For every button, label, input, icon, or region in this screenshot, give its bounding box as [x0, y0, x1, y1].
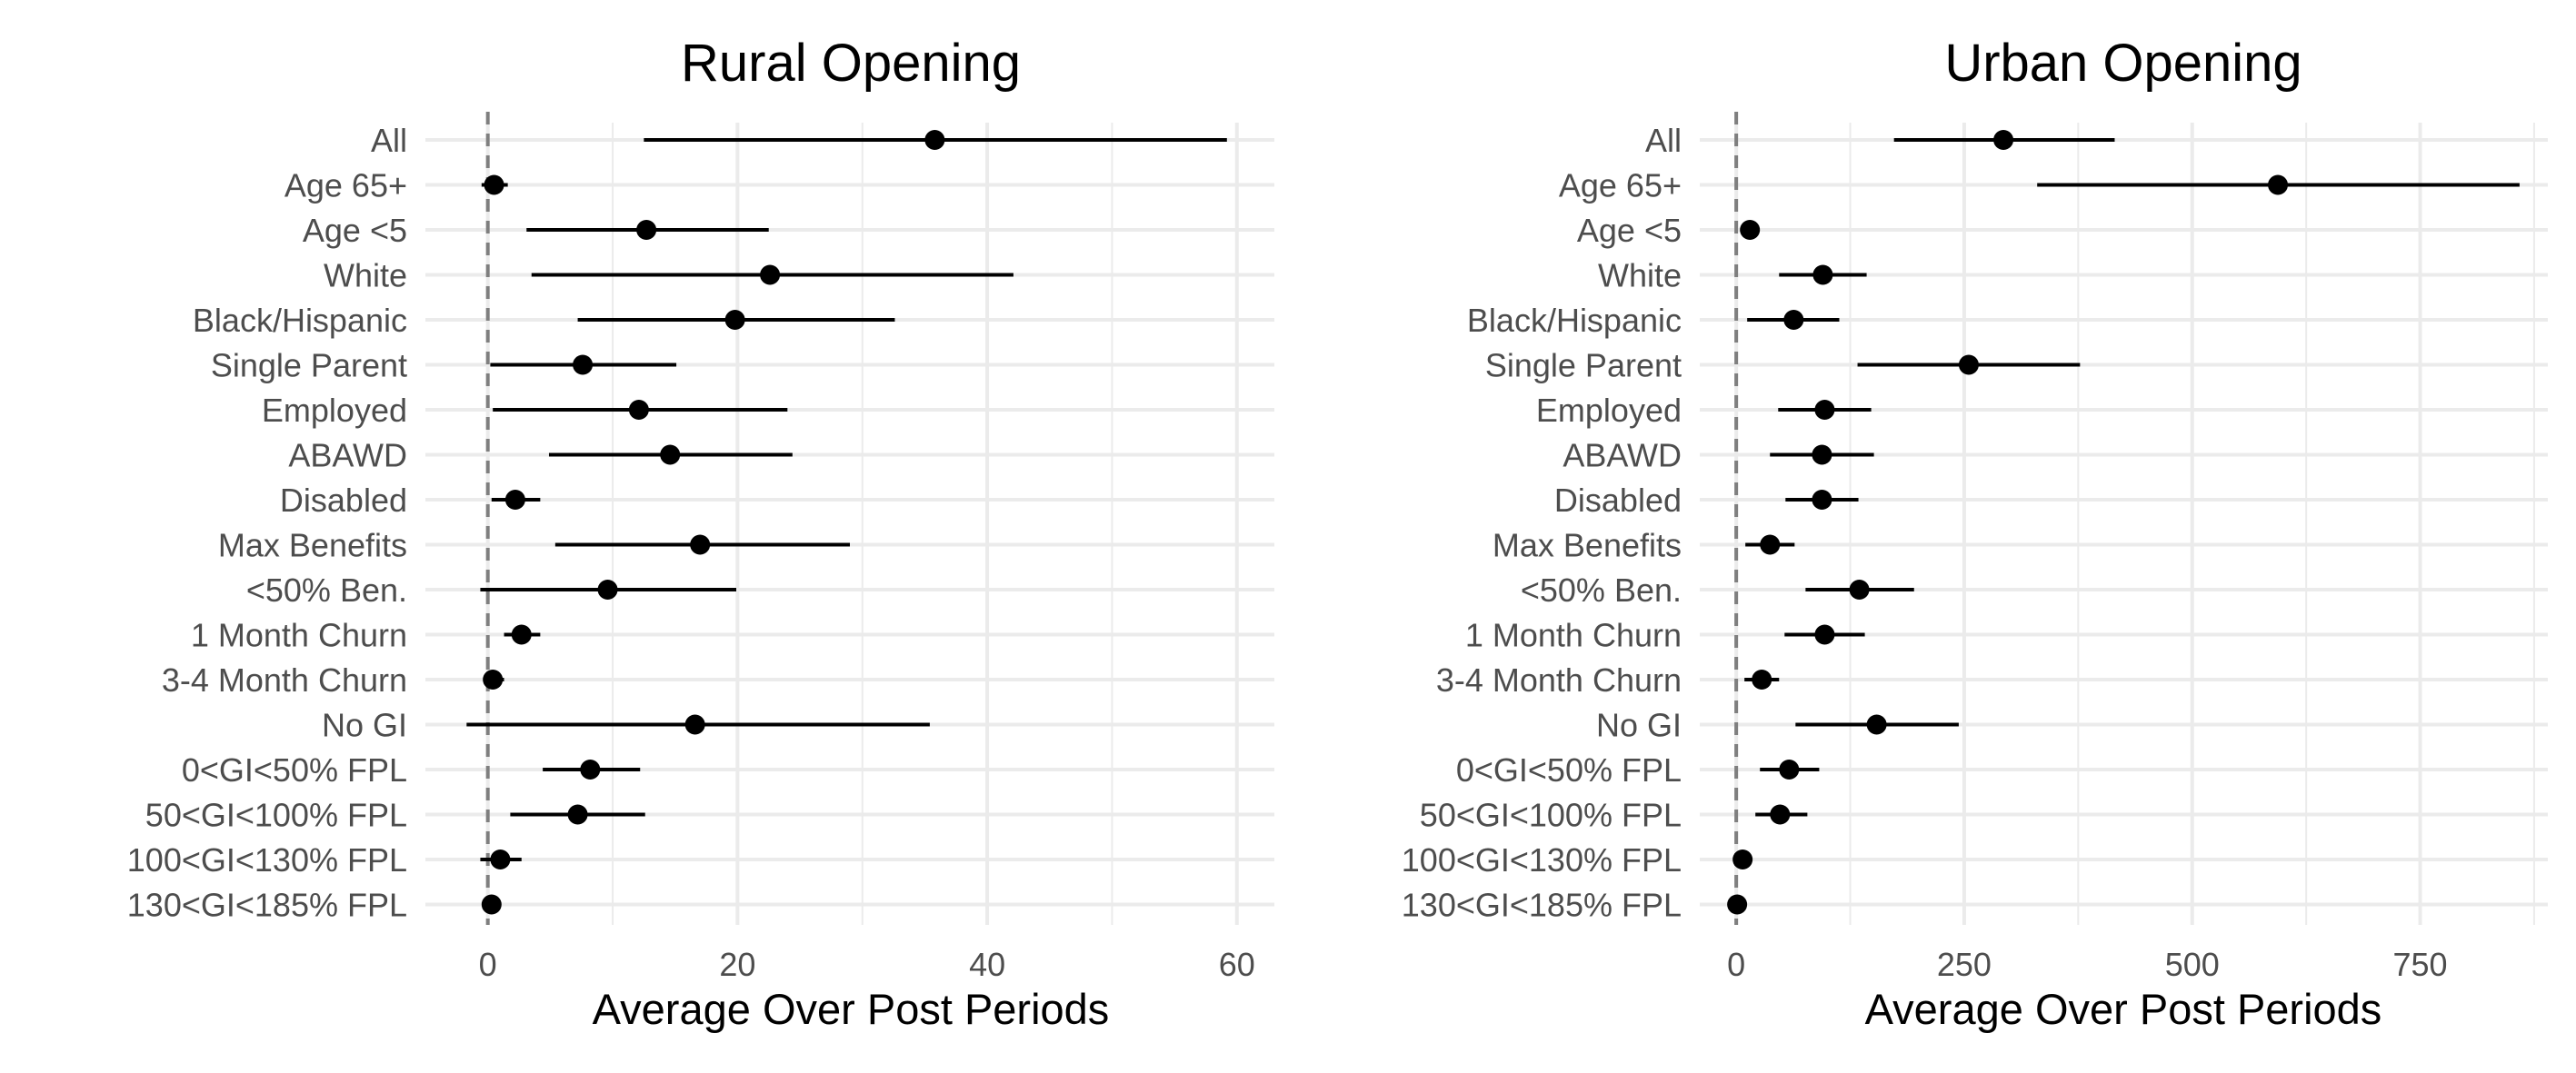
estimate-point: [1760, 534, 1781, 555]
estimate-point: [511, 624, 532, 645]
category-label: Age <5: [303, 212, 407, 249]
estimate-point: [1783, 310, 1804, 330]
estimate-point: [1993, 130, 2014, 150]
x-tick-label: 250: [1937, 946, 1992, 983]
category-label: 1 Month Churn: [1465, 617, 1682, 654]
category-label: Single Parent: [211, 347, 407, 384]
category-label: 0<GI<50% FPL: [1456, 751, 1682, 789]
category-label: 50<GI<100% FPL: [1420, 797, 1682, 834]
category-label: Employed: [1536, 392, 1682, 429]
category-label: Max Benefits: [1493, 527, 1682, 564]
estimate-point: [1812, 264, 1833, 285]
grid: [1700, 123, 2548, 925]
category-label: <50% Ben.: [246, 571, 407, 609]
estimate-point: [2268, 174, 2289, 195]
estimate-point: [597, 580, 618, 600]
category-label: ABAWD: [1563, 437, 1682, 474]
x-tick-label: 500: [2165, 946, 2220, 983]
estimate-point: [684, 714, 705, 735]
estimate-point: [483, 670, 504, 690]
x-tick-label: 750: [2393, 946, 2448, 983]
category-label: Black/Hispanic: [193, 302, 407, 339]
category-label: Max Benefits: [218, 527, 407, 564]
category-label: Black/Hispanic: [1467, 302, 1682, 339]
category-label: Single Parent: [1485, 347, 1682, 384]
urban-opening-panel: Urban Opening Average Over Post Periods …: [1402, 34, 2548, 1033]
estimate-point: [1866, 714, 1887, 735]
estimate-point: [1812, 444, 1832, 465]
estimate-point: [484, 174, 504, 195]
category-label: No GI: [1596, 707, 1682, 744]
estimate-point: [481, 894, 502, 915]
estimate-point: [567, 804, 588, 825]
category-label: <50% Ben.: [1521, 571, 1682, 609]
estimate-point: [724, 310, 745, 330]
category-label: White: [324, 257, 407, 294]
x-tick-label: 20: [719, 946, 755, 983]
estimate-point: [490, 849, 511, 869]
estimate-point: [760, 264, 781, 285]
estimate-point: [1779, 760, 1800, 780]
estimate-point: [1727, 894, 1748, 915]
x-tick-label: 0: [1727, 946, 1745, 983]
x-tick-label: 40: [969, 946, 1005, 983]
category-label: 130<GI<185% FPL: [1402, 887, 1682, 924]
category-label: Age <5: [1577, 212, 1682, 249]
panel-title-rural: Rural Opening: [681, 34, 1021, 93]
category-label: 100<GI<130% FPL: [127, 841, 407, 879]
estimate-point: [573, 354, 594, 375]
x-tick-label: 60: [1219, 946, 1255, 983]
category-label: 50<GI<100% FPL: [145, 797, 407, 834]
grid: [425, 123, 1274, 925]
estimate-point: [628, 400, 649, 420]
estimate-point: [1812, 490, 1832, 510]
category-label: 0<GI<50% FPL: [182, 751, 407, 789]
category-label: All: [1645, 122, 1682, 159]
estimate-point: [690, 534, 711, 555]
category-label: Disabled: [280, 482, 407, 519]
estimate-point: [1814, 624, 1835, 645]
category-label: ABAWD: [288, 437, 407, 474]
category-label: 100<GI<130% FPL: [1402, 841, 1682, 879]
estimate-point: [1752, 670, 1772, 690]
category-label: Employed: [262, 392, 407, 429]
estimate-point: [924, 130, 945, 150]
category-label: 3-4 Month Churn: [1436, 661, 1682, 699]
estimate-point: [660, 444, 681, 465]
estimate-point: [1958, 354, 1979, 375]
estimate-point: [1732, 849, 1753, 869]
category-label: All: [371, 122, 407, 159]
category-label: Disabled: [1554, 482, 1682, 519]
estimate-point: [580, 760, 601, 780]
category-label: Age 65+: [285, 167, 407, 204]
rural-opening-panel: Rural Opening Average Over Post Periods …: [127, 34, 1274, 1033]
panel-title-urban: Urban Opening: [1944, 34, 2301, 93]
category-label: 1 Month Churn: [191, 617, 407, 654]
estimate-point: [504, 490, 525, 510]
estimate-point: [1814, 400, 1835, 420]
estimate-point: [636, 220, 657, 240]
x-tick-label: 0: [479, 946, 497, 983]
estimate-point: [1740, 220, 1761, 240]
x-axis-title-rural: Average Over Post Periods: [593, 985, 1110, 1033]
category-label: Age 65+: [1559, 167, 1682, 204]
category-label: 130<GI<185% FPL: [127, 887, 407, 924]
estimate-point: [1770, 804, 1791, 825]
category-label: No GI: [322, 707, 407, 744]
category-label: 3-4 Month Churn: [162, 661, 407, 699]
x-axis-title-urban: Average Over Post Periods: [1865, 985, 2382, 1033]
estimate-point: [1849, 580, 1870, 600]
category-label: White: [1598, 257, 1682, 294]
